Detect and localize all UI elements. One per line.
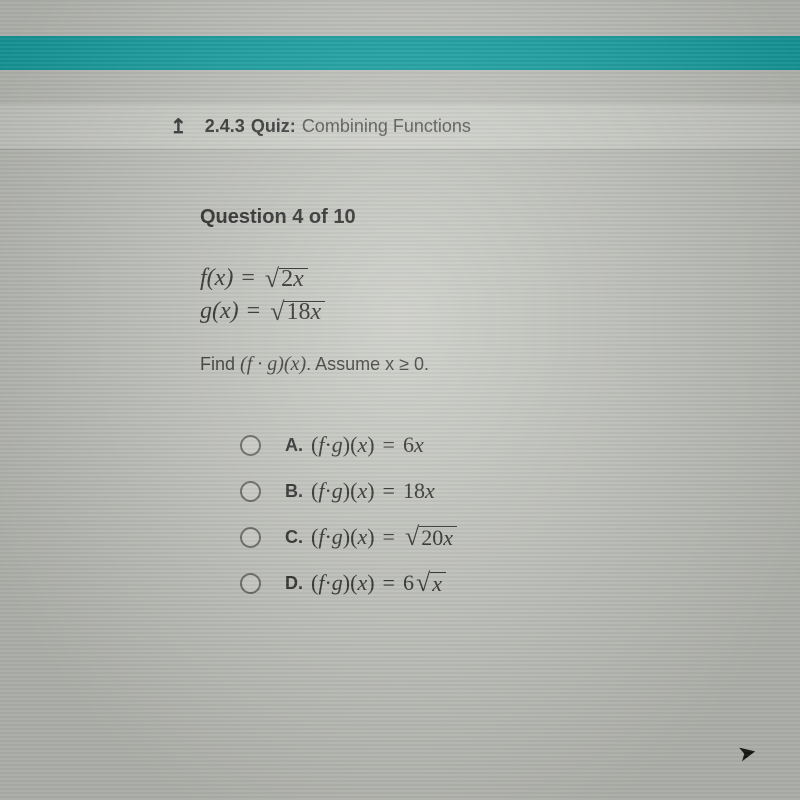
find-prefix: Find [200, 354, 240, 374]
find-instruction: Find (f · g)(x). Assume x ≥ 0. [200, 353, 760, 376]
option-math: (f · g)(x) = √ 20x [311, 524, 457, 550]
find-expr: (f · g)(x) [240, 353, 306, 375]
g-rad-num: 18 [286, 299, 310, 326]
radio-icon[interactable] [240, 527, 261, 548]
option-letter: D. [285, 573, 303, 594]
option-b[interactable]: B. (f · g)(x) = 18x [240, 478, 760, 504]
sqrt-icon: √ 18x [270, 301, 325, 323]
answer-options: A. (f · g)(x) = 6x B. (f · g)(x) = 18x C… [200, 432, 760, 596]
back-icon[interactable]: ↥ [170, 114, 187, 139]
quiz-title: Combining Functions [302, 116, 471, 137]
f-equals: = [241, 265, 255, 292]
g-rad-var: x [310, 299, 321, 326]
cursor-icon: ➤ [735, 738, 758, 767]
radio-icon[interactable] [240, 573, 261, 594]
g-equals: = [247, 298, 261, 325]
question-heading: Question 4 of 10 [200, 206, 760, 229]
find-suffix: . Assume x ≥ 0. [306, 354, 429, 374]
accent-bar [0, 36, 800, 70]
sqrt-icon: √ 20x [405, 526, 457, 548]
option-letter: A. [285, 435, 303, 456]
function-g: g(x) = √ 18x [200, 298, 760, 325]
option-math: (f · g)(x) = 18x [311, 478, 435, 504]
radio-icon[interactable] [240, 435, 261, 456]
g-lhs: g(x) [200, 298, 239, 325]
option-c[interactable]: C. (f · g)(x) = √ 20x [240, 524, 760, 550]
sqrt-icon: √ 2x [265, 268, 308, 290]
quiz-label: Quiz: [251, 116, 296, 137]
radio-icon[interactable] [240, 481, 261, 502]
option-math: (f · g)(x) = 6 √ x [311, 570, 446, 596]
sqrt-icon: √ x [416, 572, 446, 594]
quiz-header: ↥ 2.4.3 Quiz: Combining Functions [0, 104, 800, 150]
option-math: (f · g)(x) = 6x [311, 432, 424, 458]
f-rad-var: x [293, 266, 304, 293]
f-rad-num: 2 [281, 266, 293, 293]
option-a[interactable]: A. (f · g)(x) = 6x [240, 432, 760, 458]
option-d[interactable]: D. (f · g)(x) = 6 √ x [240, 570, 760, 596]
quiz-number: 2.4.3 [205, 116, 245, 137]
function-f: f(x) = √ 2x [200, 265, 760, 292]
question-content: Question 4 of 10 f(x) = √ 2x g(x) = √ 18… [200, 206, 760, 616]
f-lhs: f(x) [200, 265, 233, 292]
option-letter: C. [285, 527, 303, 548]
option-letter: B. [285, 481, 303, 502]
